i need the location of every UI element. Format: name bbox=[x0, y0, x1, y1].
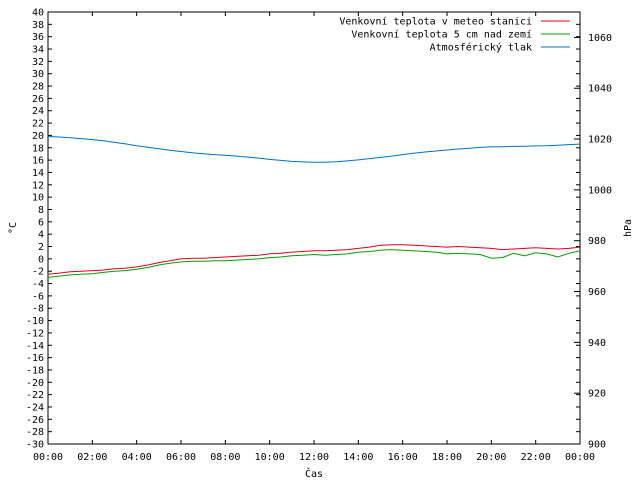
y-tick-label: -4 bbox=[32, 279, 44, 290]
y-tick-label: 0 bbox=[38, 254, 44, 265]
y-tick-label: 4 bbox=[38, 230, 44, 241]
y-tick-label: -20 bbox=[26, 378, 44, 389]
x-axis: 00:00 02:00 04:00 06:00 08:00 10:00 12:00 14:00… bbox=[33, 12, 595, 463]
x-tick-label: 14:00 bbox=[343, 452, 373, 463]
x-tick-label: 12:00 bbox=[299, 452, 329, 463]
x-axis-label: Čas bbox=[305, 467, 323, 480]
y2-tick-label: 1060 bbox=[588, 33, 612, 44]
y-tick-label: 30 bbox=[32, 69, 44, 80]
x-tick-label: 04:00 bbox=[122, 452, 152, 463]
y-tick-label: -26 bbox=[26, 415, 44, 426]
x-tick-label: 06:00 bbox=[166, 452, 196, 463]
y2-tick-label: 960 bbox=[588, 287, 606, 298]
y-tick-label: -2 bbox=[32, 267, 44, 278]
y2-tick-label: 900 bbox=[588, 440, 606, 451]
x-tick-label: 18:00 bbox=[432, 452, 462, 463]
y-tick-label: -6 bbox=[32, 291, 44, 302]
y-tick-label: 28 bbox=[32, 82, 44, 93]
x-tick-label: 02:00 bbox=[77, 452, 107, 463]
y-tick-label: 24 bbox=[32, 106, 44, 117]
y-tick-label: -28 bbox=[26, 427, 44, 438]
right-axis: 900 920 940 960 980 1000 1020 1040 1060 bbox=[574, 33, 612, 451]
y-tick-label: 6 bbox=[38, 217, 44, 228]
x-tick-label: 10:00 bbox=[255, 452, 285, 463]
legend-label: Atmosférický tlak bbox=[430, 42, 532, 54]
y-tick-label: -18 bbox=[26, 365, 44, 376]
y-tick-label: -10 bbox=[26, 316, 44, 327]
y-tick-label: -30 bbox=[26, 440, 44, 451]
y-tick-label: -8 bbox=[32, 304, 44, 315]
y-tick-label: 2 bbox=[38, 242, 44, 253]
y-tick-label: 18 bbox=[32, 143, 44, 154]
y2-tick-label: 1020 bbox=[588, 135, 612, 146]
legend-label: Venkovní teplota v meteo stanici bbox=[339, 16, 532, 28]
y2-tick-label: 980 bbox=[588, 236, 606, 247]
y2-tick-label: 1000 bbox=[588, 185, 612, 196]
y-tick-label: 32 bbox=[32, 57, 44, 68]
x-tick-label: 00:00 bbox=[33, 452, 63, 463]
series-line-3 bbox=[47, 136, 581, 163]
y-tick-label: 12 bbox=[32, 180, 44, 191]
x-tick-label: 20:00 bbox=[476, 452, 506, 463]
plot-frame bbox=[47, 11, 581, 445]
y-tick-label: -24 bbox=[26, 402, 44, 413]
x-tick-label: 00:00 bbox=[565, 452, 595, 463]
y-axis-label: °C bbox=[8, 222, 19, 234]
y2-tick-label: 940 bbox=[588, 338, 606, 349]
y-tick-label: 36 bbox=[32, 32, 44, 43]
y-tick-label: 40 bbox=[32, 8, 44, 19]
y-tick-label: 38 bbox=[32, 20, 44, 31]
y-tick-label: 14 bbox=[32, 168, 44, 179]
left-axis: -30-28-26-24-22-20-18-16-14-12-10-8-6-4-… bbox=[26, 8, 580, 451]
y2-tick-label: 920 bbox=[588, 389, 606, 400]
y2-tick-label: 1040 bbox=[588, 84, 612, 95]
y-tick-label: -16 bbox=[26, 353, 44, 364]
legend: Venkovní teplota v meteo staniciVenkovní… bbox=[339, 16, 570, 54]
series-line-1 bbox=[47, 244, 581, 275]
series-line-2 bbox=[47, 249, 581, 278]
y-tick-label: -14 bbox=[26, 341, 44, 352]
y-tick-label: 20 bbox=[32, 131, 44, 142]
y-tick-label: 22 bbox=[32, 119, 44, 130]
y-tick-label: -22 bbox=[26, 390, 44, 401]
legend-label: Venkovní teplota 5 cm nad zemí bbox=[351, 29, 532, 41]
x-tick-label: 16:00 bbox=[388, 452, 418, 463]
y-tick-label: 8 bbox=[38, 205, 44, 216]
series-lines bbox=[47, 136, 581, 278]
x-tick-label: 08:00 bbox=[210, 452, 240, 463]
y-tick-label: 34 bbox=[32, 45, 44, 56]
y-tick-label: -12 bbox=[26, 328, 44, 339]
x-tick-label: 22:00 bbox=[521, 452, 551, 463]
y-tick-label: 26 bbox=[32, 94, 44, 105]
y2-axis-label: hPa bbox=[623, 219, 634, 237]
y-tick-label: 10 bbox=[32, 193, 44, 204]
y-tick-label: 16 bbox=[32, 156, 44, 167]
